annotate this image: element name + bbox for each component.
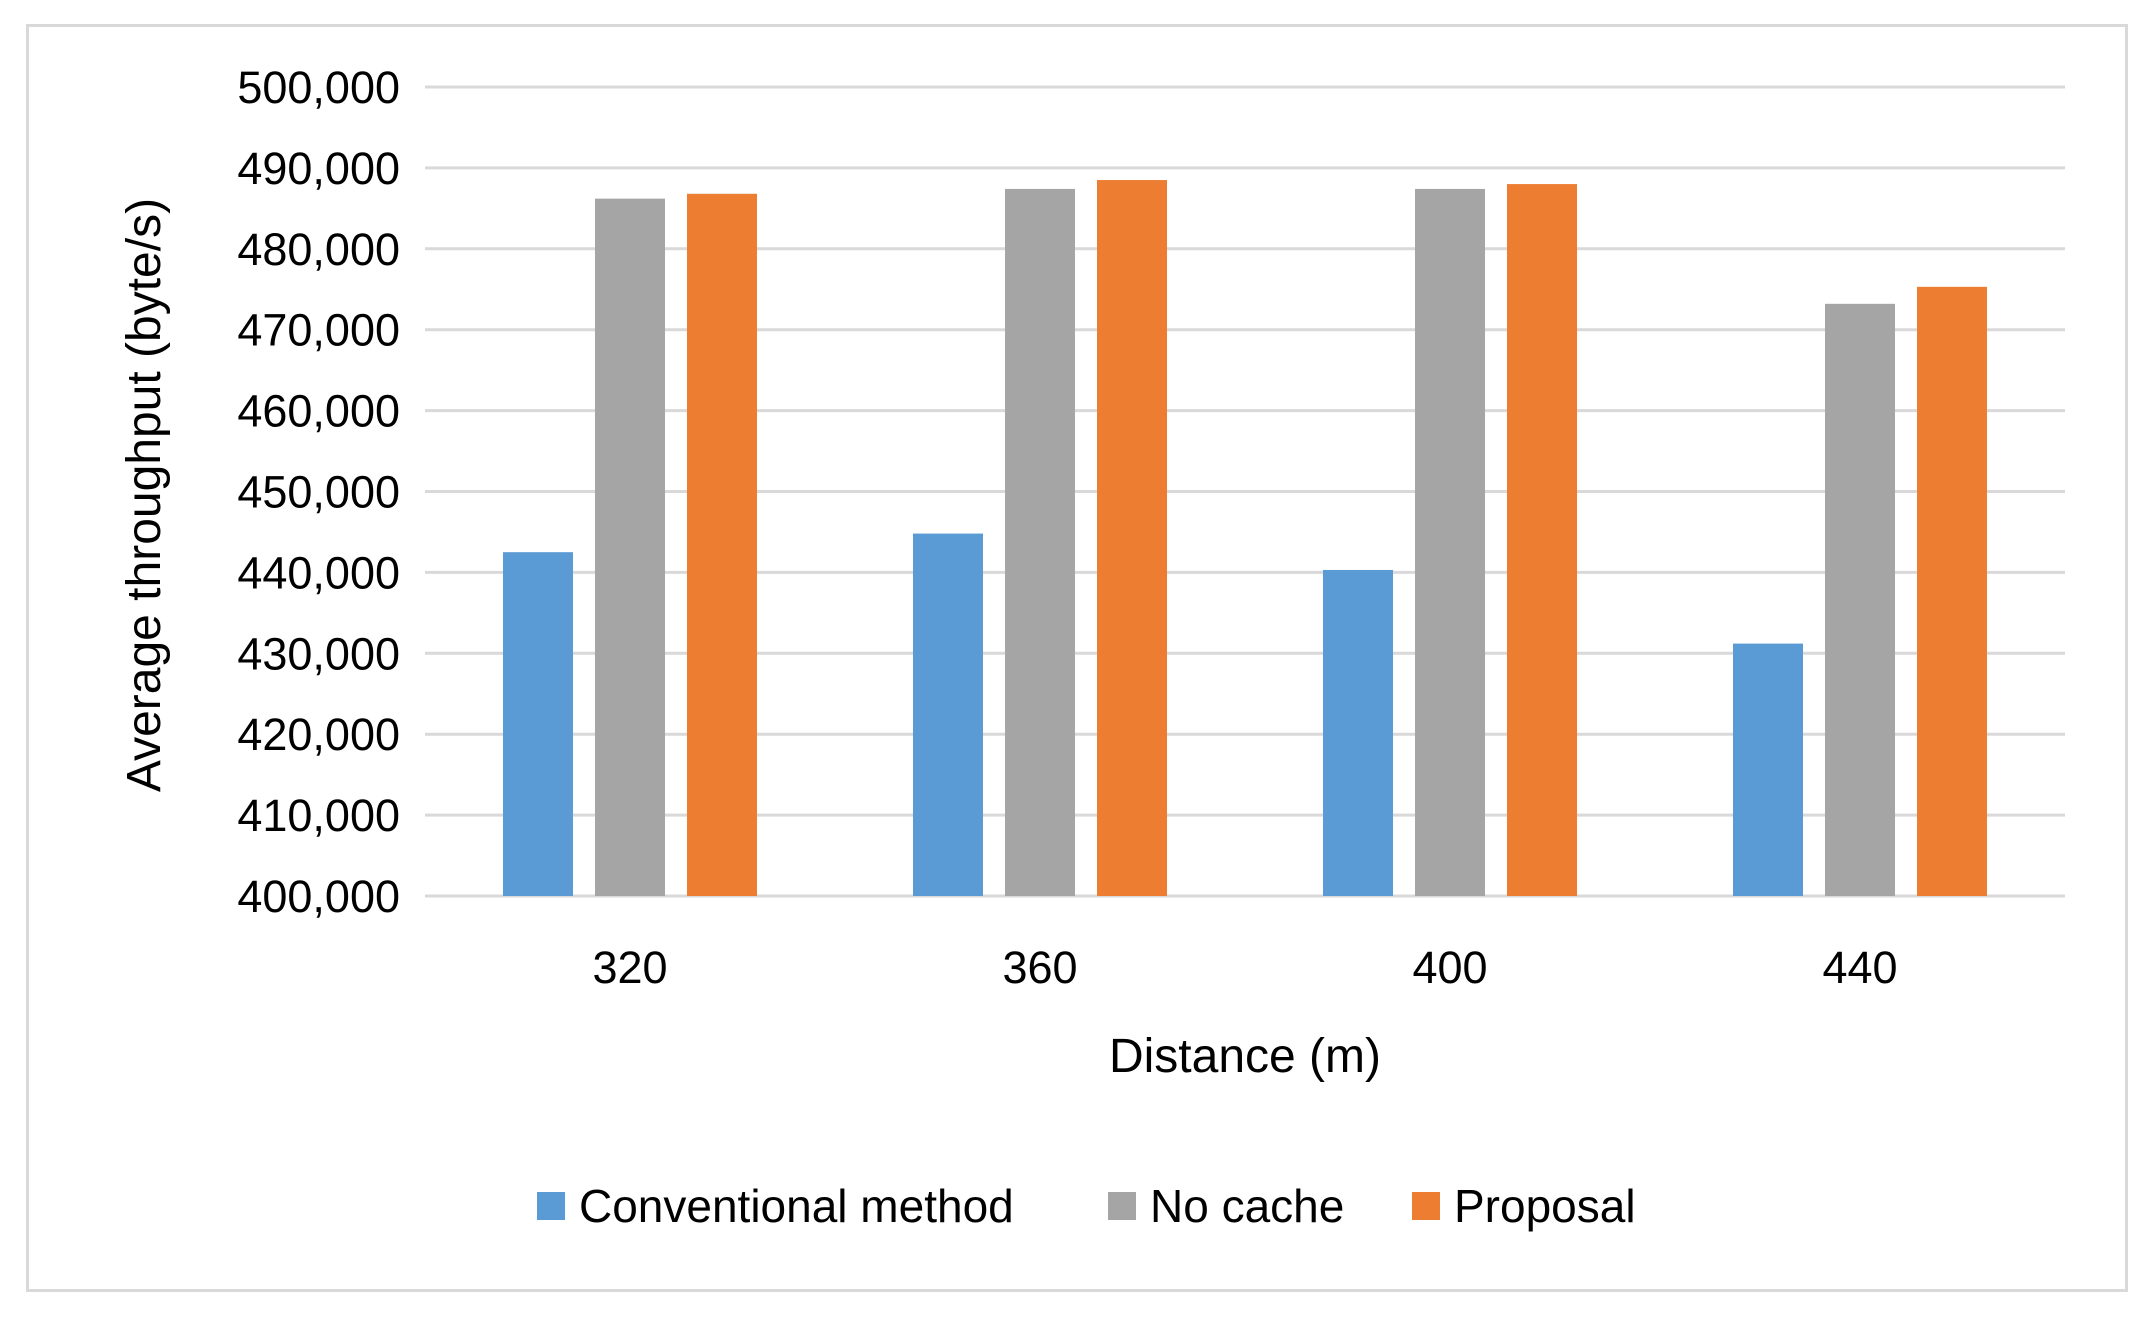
y-tick-label: 430,000 <box>237 628 400 679</box>
bar-no-cache-400 <box>1415 188 1485 896</box>
y-tick-label: 410,000 <box>237 790 400 841</box>
y-tick-label: 450,000 <box>237 467 400 518</box>
x-tick-label: 440 <box>1822 942 1897 993</box>
legend-label: Proposal <box>1454 1180 1636 1232</box>
y-tick-label: 400,000 <box>237 871 400 922</box>
y-tick-label: 420,000 <box>237 709 400 760</box>
bar-conventional-method-320 <box>503 552 573 896</box>
gridlines <box>425 85 2065 898</box>
legend: Conventional method No cache Proposal <box>537 1180 1636 1232</box>
bar-no-cache-440 <box>1825 303 1895 896</box>
legend-label: No cache <box>1150 1180 1344 1232</box>
x-tick-label: 400 <box>1412 942 1487 993</box>
bar-proposal-360 <box>1097 180 1167 896</box>
x-tick-labels: 320 360 400 440 <box>592 942 1897 993</box>
bar-proposal-400 <box>1507 184 1577 896</box>
y-axis-title: Average throughput (byte/s) <box>118 198 171 792</box>
legend-swatch <box>537 1192 565 1220</box>
legend-swatch <box>1108 1192 1136 1220</box>
bar-no-cache-320 <box>595 198 665 897</box>
legend-item-conventional-method: Conventional method <box>537 1180 1014 1232</box>
bar-proposal-320 <box>687 193 757 897</box>
y-tick-label: 440,000 <box>237 547 400 598</box>
y-tick-label: 500,000 <box>237 62 400 113</box>
legend-swatch <box>1412 1192 1440 1220</box>
y-tick-label: 480,000 <box>237 224 400 275</box>
bar-no-cache-360 <box>1005 188 1075 896</box>
y-tick-labels: 400,000 410,000 420,000 430,000 440,000 450,0… <box>237 62 400 922</box>
y-tick-label: 460,000 <box>237 386 400 437</box>
bar-proposal-440 <box>1917 286 1987 896</box>
bar-conventional-method-440 <box>1733 643 1803 896</box>
legend-item-proposal: Proposal <box>1412 1180 1636 1232</box>
bar-conventional-method-360 <box>913 533 983 896</box>
y-tick-label: 490,000 <box>237 143 400 194</box>
legend-item-no-cache: No cache <box>1108 1180 1344 1232</box>
bars <box>503 180 1987 897</box>
legend-label: Conventional method <box>579 1180 1014 1232</box>
bar-conventional-method-400 <box>1323 569 1393 896</box>
x-tick-label: 320 <box>592 942 667 993</box>
x-tick-label: 360 <box>1002 942 1077 993</box>
x-axis-title: Distance (m) <box>1109 1030 1381 1083</box>
y-tick-label: 470,000 <box>237 305 400 356</box>
